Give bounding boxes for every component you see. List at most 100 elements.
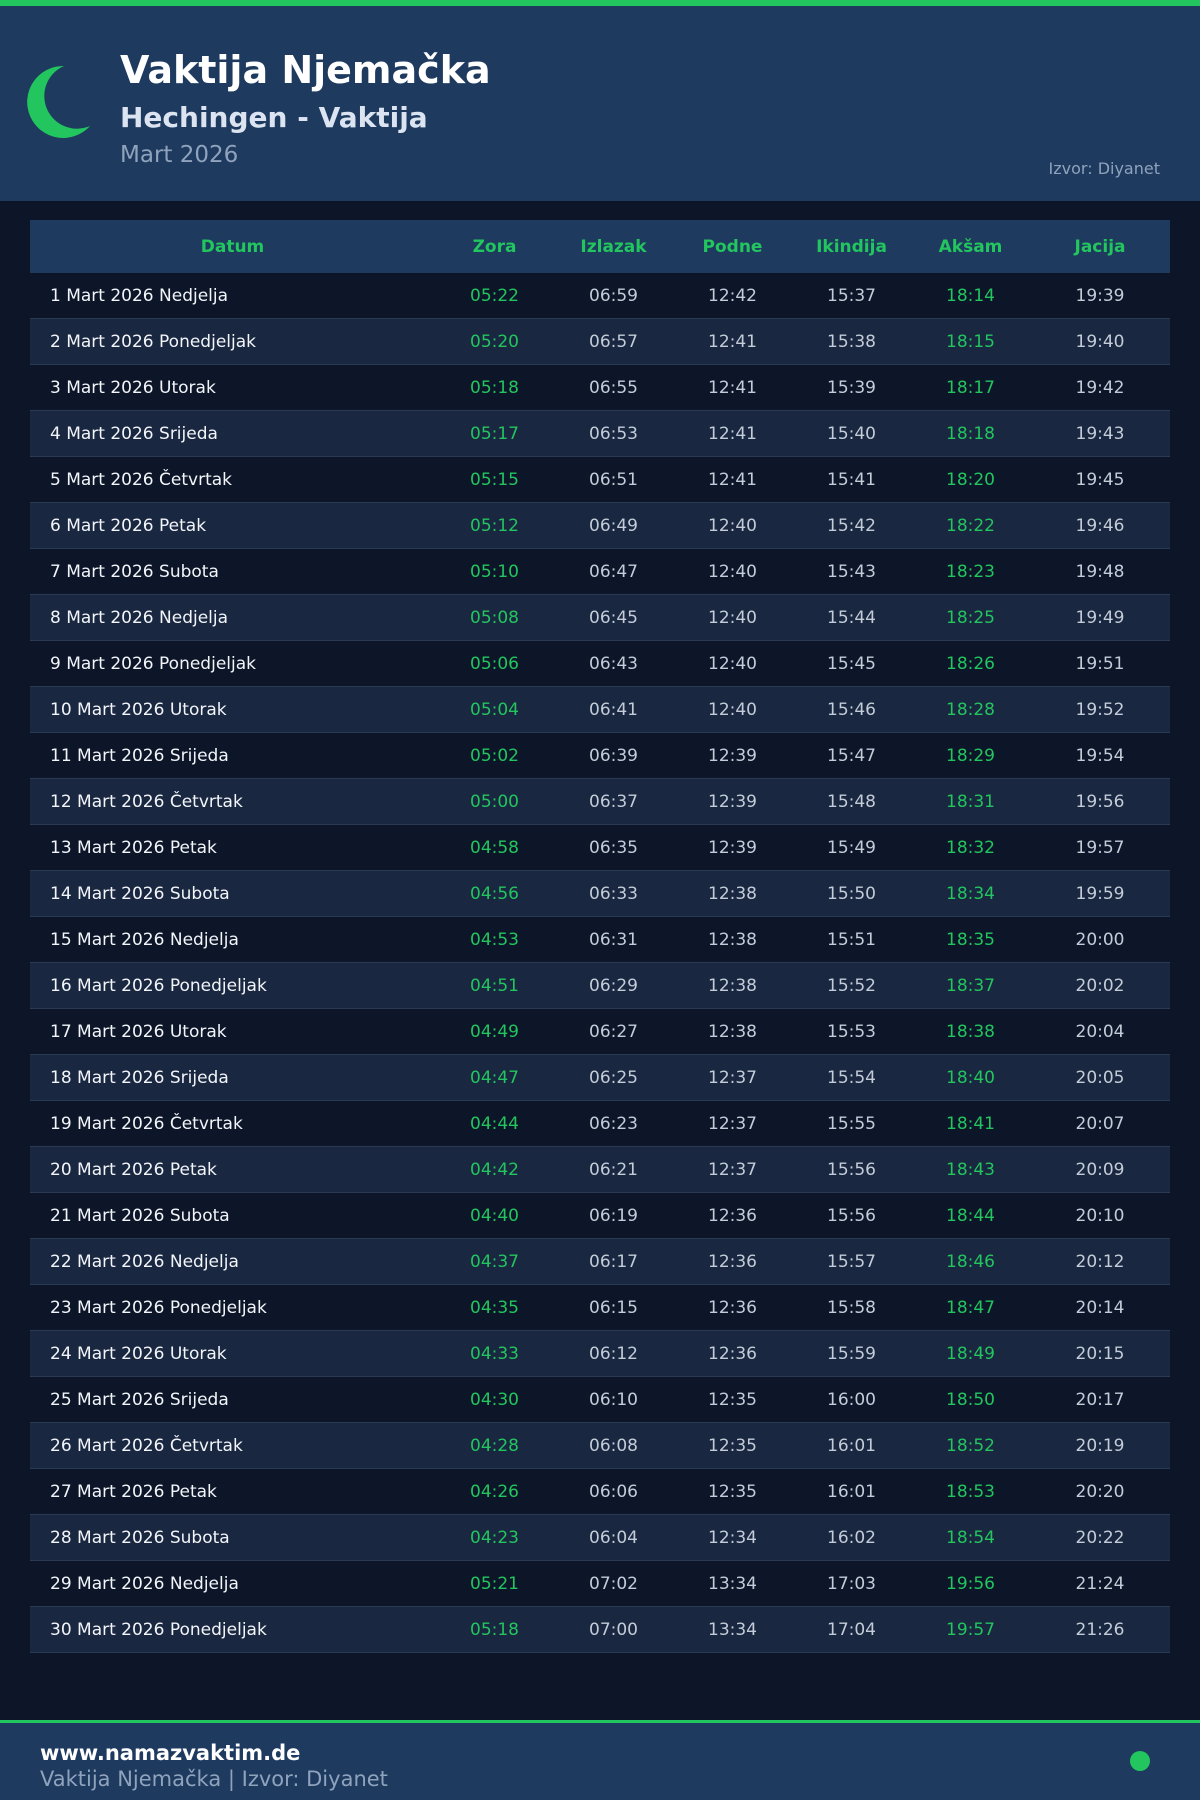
time-cell: 12:41	[673, 364, 792, 411]
time-cell: 18:15	[911, 318, 1030, 365]
time-cell: 18:29	[911, 732, 1030, 779]
time-cell: 20:17	[1030, 1376, 1170, 1423]
table-row: 29 Mart 2026 Nedjelja 05:21 07:02 13:34 17:0…	[30, 1560, 1170, 1607]
source: Izvor: Diyanet	[1048, 159, 1160, 178]
table-body: 1 Mart 2026 Nedjelja 05:22 06:59 12:42 15:37…	[30, 273, 1170, 1653]
date-cell: 24 Mart 2026 Utorak	[30, 1330, 435, 1377]
time-cell: 16:02	[792, 1514, 911, 1561]
time-cell: 20:02	[1030, 962, 1170, 1009]
time-cell: 15:54	[792, 1054, 911, 1101]
table-row: 6 Mart 2026 Petak 05:12 06:49 12:40 15:42 18:…	[30, 502, 1170, 549]
time-cell: 15:59	[792, 1330, 911, 1377]
time-cell: 15:55	[792, 1100, 911, 1147]
date-cell: 19 Mart 2026 Četvrtak	[30, 1100, 435, 1147]
date-cell: 26 Mart 2026 Četvrtak	[30, 1422, 435, 1469]
time-cell: 15:46	[792, 686, 911, 733]
time-cell: 06:33	[554, 870, 673, 917]
time-cell: 12:40	[673, 640, 792, 687]
time-cell: 15:40	[792, 410, 911, 457]
time-cell: 13:34	[673, 1606, 792, 1653]
table-row: 27 Mart 2026 Petak 04:26 06:06 12:35 16:01 18…	[30, 1468, 1170, 1515]
time-cell: 06:41	[554, 686, 673, 733]
time-cell: 06:15	[554, 1284, 673, 1331]
time-cell: 18:47	[911, 1284, 1030, 1331]
time-cell: 15:45	[792, 640, 911, 687]
date-cell: 23 Mart 2026 Ponedjeljak	[30, 1284, 435, 1331]
time-cell: 15:53	[792, 1008, 911, 1055]
time-cell: 18:14	[911, 273, 1030, 319]
time-cell: 12:39	[673, 824, 792, 871]
time-cell: 20:15	[1030, 1330, 1170, 1377]
time-cell: 12:40	[673, 686, 792, 733]
time-cell: 19:56	[911, 1560, 1030, 1607]
time-cell: 12:38	[673, 870, 792, 917]
time-cell: 04:47	[435, 1054, 554, 1101]
time-cell: 20:07	[1030, 1100, 1170, 1147]
time-cell: 20:14	[1030, 1284, 1170, 1331]
prayer-table: Datum Zora Izlazak Podne Ikindija Akšam Jacija…	[30, 220, 1170, 1653]
time-cell: 06:10	[554, 1376, 673, 1423]
time-cell: 04:35	[435, 1284, 554, 1331]
date-cell: 17 Mart 2026 Utorak	[30, 1008, 435, 1055]
header: Vaktija Njemačka Hechingen - Vaktija Mar…	[0, 6, 1200, 201]
moon-icon	[27, 65, 91, 138]
time-cell: 20:22	[1030, 1514, 1170, 1561]
time-cell: 06:55	[554, 364, 673, 411]
time-cell: 19:48	[1030, 548, 1170, 595]
time-cell: 20:09	[1030, 1146, 1170, 1193]
table-row: 25 Mart 2026 Srijeda 04:30 06:10 12:35 16:00…	[30, 1376, 1170, 1423]
time-cell: 18:44	[911, 1192, 1030, 1239]
time-cell: 12:39	[673, 732, 792, 779]
time-cell: 05:04	[435, 686, 554, 733]
time-cell: 12:36	[673, 1330, 792, 1377]
time-cell: 19:42	[1030, 364, 1170, 411]
table-row: 14 Mart 2026 Subota 04:56 06:33 12:38 15:50 1…	[30, 870, 1170, 917]
time-cell: 06:06	[554, 1468, 673, 1515]
date-cell: 6 Mart 2026 Petak	[30, 502, 435, 549]
time-cell: 04:49	[435, 1008, 554, 1055]
table-row: 5 Mart 2026 Četvrtak 05:15 06:51 12:41 15:41…	[30, 456, 1170, 503]
time-cell: 19:59	[1030, 870, 1170, 917]
time-cell: 15:37	[792, 273, 911, 319]
time-cell: 12:38	[673, 1008, 792, 1055]
time-cell: 06:51	[554, 456, 673, 503]
time-cell: 12:34	[673, 1514, 792, 1561]
date-cell: 25 Mart 2026 Srijeda	[30, 1376, 435, 1423]
time-cell: 07:02	[554, 1560, 673, 1607]
time-cell: 17:03	[792, 1560, 911, 1607]
time-cell: 15:49	[792, 824, 911, 871]
time-cell: 18:28	[911, 686, 1030, 733]
title: Vaktija Njemačka	[120, 48, 491, 92]
time-cell: 15:58	[792, 1284, 911, 1331]
time-cell: 18:52	[911, 1422, 1030, 1469]
time-cell: 15:39	[792, 364, 911, 411]
time-cell: 19:46	[1030, 502, 1170, 549]
time-cell: 04:56	[435, 870, 554, 917]
time-cell: 18:20	[911, 456, 1030, 503]
top-accent	[0, 0, 1200, 6]
table-row: 3 Mart 2026 Utorak 05:18 06:55 12:41 15:39 18…	[30, 364, 1170, 411]
table-row: 9 Mart 2026 Ponedjeljak 05:06 06:43 12:40 15…	[30, 640, 1170, 687]
time-cell: 18:53	[911, 1468, 1030, 1515]
time-cell: 18:41	[911, 1100, 1030, 1147]
date-cell: 22 Mart 2026 Nedjelja	[30, 1238, 435, 1285]
time-cell: 18:17	[911, 364, 1030, 411]
column-header: Datum	[30, 220, 435, 273]
date-cell: 21 Mart 2026 Subota	[30, 1192, 435, 1239]
time-cell: 06:49	[554, 502, 673, 549]
time-cell: 20:05	[1030, 1054, 1170, 1101]
time-cell: 06:31	[554, 916, 673, 963]
table-row: 24 Mart 2026 Utorak 04:33 06:12 12:36 15:59 1…	[30, 1330, 1170, 1377]
time-cell: 18:46	[911, 1238, 1030, 1285]
date-cell: 11 Mart 2026 Srijeda	[30, 732, 435, 779]
time-cell: 12:35	[673, 1468, 792, 1515]
time-cell: 12:41	[673, 456, 792, 503]
time-cell: 04:51	[435, 962, 554, 1009]
time-cell: 05:21	[435, 1560, 554, 1607]
time-cell: 20:19	[1030, 1422, 1170, 1469]
time-cell: 12:36	[673, 1238, 792, 1285]
table-row: 1 Mart 2026 Nedjelja 05:22 06:59 12:42 15:37…	[30, 273, 1170, 319]
table-row: 10 Mart 2026 Utorak 05:04 06:41 12:40 15:46 1…	[30, 686, 1170, 733]
table-row: 18 Mart 2026 Srijeda 04:47 06:25 12:37 15:54…	[30, 1054, 1170, 1101]
